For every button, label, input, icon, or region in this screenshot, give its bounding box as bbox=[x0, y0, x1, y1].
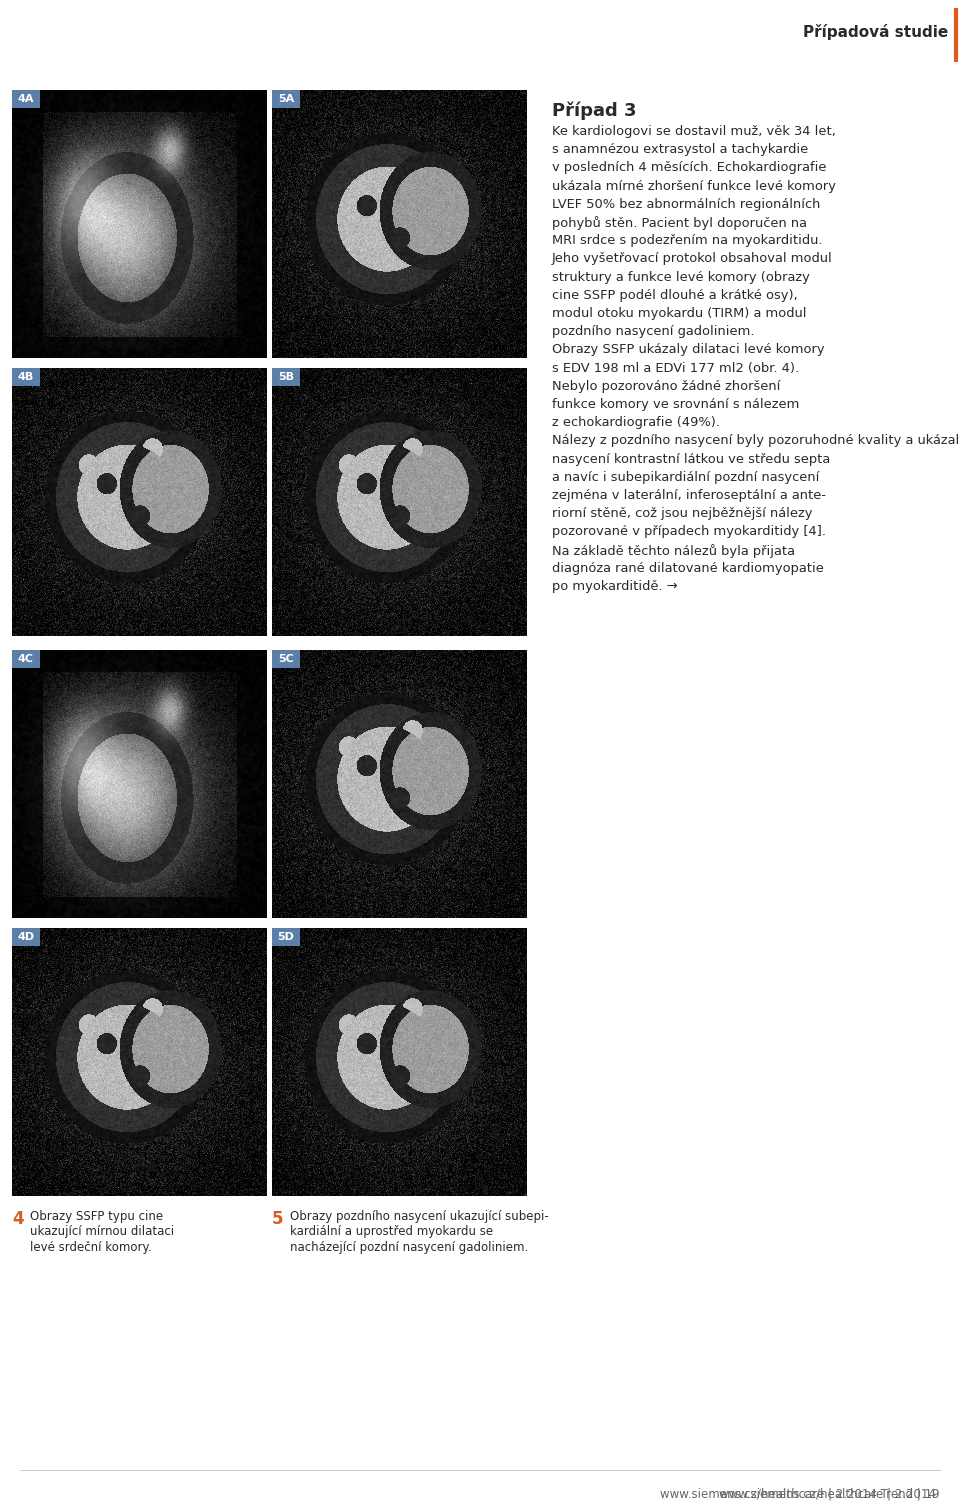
Text: funkce komory ve srovnání s nálezem: funkce komory ve srovnání s nálezem bbox=[552, 398, 800, 411]
Text: 4A: 4A bbox=[17, 94, 35, 104]
Text: pozorované v případech myokarditidy [4].: pozorované v případech myokarditidy [4]. bbox=[552, 525, 826, 538]
Text: Na základě těchto nálezů byla přijata: Na základě těchto nálezů byla přijata bbox=[552, 544, 795, 558]
Text: 5B: 5B bbox=[278, 372, 294, 383]
Text: Nálezy z pozdního nasycení byly pozoruhodné kvality a ukázaly nejednotné: Nálezy z pozdního nasycení byly pozoruho… bbox=[552, 434, 960, 448]
Bar bbox=[272, 928, 300, 947]
Bar bbox=[12, 367, 40, 386]
Text: LVEF 50% bez abnormálních regionálních: LVEF 50% bez abnormálních regionálních bbox=[552, 198, 821, 210]
Text: levé srdeční komory.: levé srdeční komory. bbox=[30, 1241, 152, 1253]
Bar bbox=[272, 367, 300, 386]
Text: pozdního nasycení gadoliniem.: pozdního nasycení gadoliniem. bbox=[552, 325, 755, 339]
Text: pohybů stěn. Pacient byl doporučen na: pohybů stěn. Pacient byl doporučen na bbox=[552, 216, 807, 230]
Bar bbox=[12, 367, 267, 637]
Bar bbox=[272, 650, 527, 918]
Text: struktury a funkce levé komory (obrazy: struktury a funkce levé komory (obrazy bbox=[552, 271, 810, 284]
Text: Obrazy pozdního nasycení ukazující subepi-: Obrazy pozdního nasycení ukazující subep… bbox=[290, 1210, 549, 1223]
Text: 5: 5 bbox=[272, 1210, 283, 1228]
Bar bbox=[12, 928, 40, 947]
Text: cine SSFP podél dlouhé a krátké osy),: cine SSFP podél dlouhé a krátké osy), bbox=[552, 289, 798, 302]
Text: 5A: 5A bbox=[277, 94, 294, 104]
Text: riorní stěně, což jsou nejběžnější nálezy: riorní stěně, což jsou nejběžnější nález… bbox=[552, 507, 812, 520]
Text: 5D: 5D bbox=[277, 931, 295, 942]
Bar bbox=[12, 650, 40, 668]
Text: diagnóza rané dilatované kardiomyopatie: diagnóza rané dilatované kardiomyopatie bbox=[552, 562, 824, 575]
Text: modul otoku myokardu (TIRM) a modul: modul otoku myokardu (TIRM) a modul bbox=[552, 307, 806, 321]
Text: 4C: 4C bbox=[18, 655, 34, 664]
Bar bbox=[272, 91, 300, 107]
Text: s anamnézou extrasystol a tachykardie: s anamnézou extrasystol a tachykardie bbox=[552, 144, 808, 156]
Bar bbox=[12, 928, 267, 1196]
Text: 4: 4 bbox=[12, 1210, 24, 1228]
Text: Nebylo pozorováno žádné zhoršení: Nebylo pozorováno žádné zhoršení bbox=[552, 380, 780, 393]
Text: Ke kardiologovi se dostavil muž, věk 34 let,: Ke kardiologovi se dostavil muž, věk 34 … bbox=[552, 125, 836, 138]
Text: www.siemens.cz/healthcare | 2.2014: www.siemens.cz/healthcare | 2.2014 bbox=[719, 1488, 940, 1501]
Bar bbox=[272, 367, 527, 637]
Text: kardiální a uprostřed myokardu se: kardiální a uprostřed myokardu se bbox=[290, 1226, 493, 1238]
Text: po myokarditidě. →: po myokarditidě. → bbox=[552, 581, 678, 593]
Text: 4B: 4B bbox=[18, 372, 35, 383]
Text: Obrazy SSFP ukázaly dilataci levé komory: Obrazy SSFP ukázaly dilataci levé komory bbox=[552, 343, 825, 357]
Text: Případová studie: Případová studie bbox=[803, 24, 948, 39]
Text: 4D: 4D bbox=[17, 931, 35, 942]
Bar bbox=[12, 91, 40, 107]
Text: a navíc i subepikardiální pozdní nasycení: a navíc i subepikardiální pozdní nasycen… bbox=[552, 470, 820, 484]
Text: Obrazy SSFP typu cine: Obrazy SSFP typu cine bbox=[30, 1210, 163, 1223]
Bar bbox=[12, 650, 267, 918]
Text: v posledních 4 měsících. Echokardiografie: v posledních 4 měsících. Echokardiografi… bbox=[552, 162, 827, 174]
Text: Jeho vyšetřovací protokol obsahoval modul: Jeho vyšetřovací protokol obsahoval modu… bbox=[552, 253, 832, 266]
Text: ukazující mírnou dilataci: ukazující mírnou dilataci bbox=[30, 1226, 174, 1238]
Text: nasycení kontrastní látkou ve středu septa: nasycení kontrastní látkou ve středu sep… bbox=[552, 452, 830, 466]
Text: s EDV 198 ml a EDVi 177 ml2 (obr. 4).: s EDV 198 ml a EDVi 177 ml2 (obr. 4). bbox=[552, 361, 799, 375]
Text: MRI srdce s podezřením na myokarditidu.: MRI srdce s podezřením na myokarditidu. bbox=[552, 234, 823, 246]
Bar bbox=[12, 91, 267, 358]
Text: z echokardiografie (49%).: z echokardiografie (49%). bbox=[552, 416, 720, 429]
Bar bbox=[272, 650, 300, 668]
Text: www.siemens.cz/healthcare | 2.2014 Trend | 19: www.siemens.cz/healthcare | 2.2014 Trend… bbox=[660, 1488, 940, 1501]
Bar bbox=[272, 928, 527, 1196]
Text: zejména v laterální, inferoseptální a ante-: zejména v laterální, inferoseptální a an… bbox=[552, 488, 826, 502]
Text: Případ 3: Případ 3 bbox=[552, 101, 636, 121]
Text: ukázala mírné zhoršení funkce levé komory: ukázala mírné zhoršení funkce levé komor… bbox=[552, 180, 836, 192]
Text: 5C: 5C bbox=[278, 655, 294, 664]
Bar bbox=[272, 91, 527, 358]
Text: nacházející pozdní nasycení gadoliniem.: nacházející pozdní nasycení gadoliniem. bbox=[290, 1241, 528, 1253]
